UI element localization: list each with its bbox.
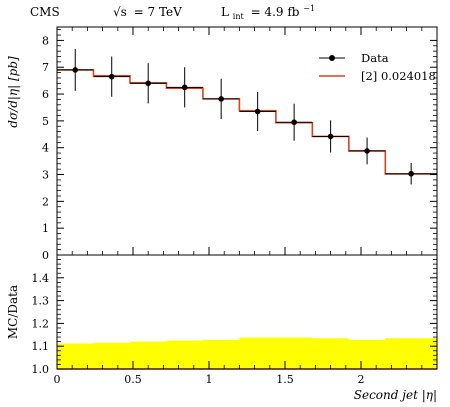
data-point [129,63,167,104]
data-point [93,56,130,97]
x-axis-label: Second jet |η| [354,388,437,402]
ratio-y-tick-label: 1.2 [32,317,50,330]
data-marker [145,80,151,87]
main-y-tick-label: 1 [42,222,49,235]
ratio-uncertainty-band [57,337,437,369]
main-y-tick-label: 5 [42,115,49,128]
legend-data-label: Data [361,51,389,65]
ratio-y-tick-label: 1.1 [32,340,50,353]
data-marker [291,119,297,126]
main-y-tick-label: 6 [42,88,49,101]
ratio-y-axis-label: MC/Data [6,285,20,339]
legend-prediction-label: [2] 0.024018 [361,69,436,83]
data-marker [108,73,115,80]
main-points-layer [57,48,437,185]
data-point [348,137,386,165]
figure-header: CMS √s = 7 TeV L int = 4.9 fb −1 [30,4,315,22]
main-y-tick-label: 7 [42,61,49,74]
ratio-y-tick-label: 1.4 [32,272,50,285]
data-marker [254,108,261,115]
ratio-frame [56,254,438,370]
data-marker [364,148,370,154]
data-point [312,120,349,153]
energy-label: √s = 7 TeV [113,5,182,19]
legend-data-marker [329,55,335,61]
x-tick-label: 1.5 [276,373,294,386]
main-y-tick-label: 8 [42,34,49,47]
data-point [202,78,240,120]
main-axes: 0 1 2 3 4 5 6 7 8 [42,27,438,262]
data-marker [218,96,224,102]
data-point [385,162,437,185]
data-point [57,48,94,91]
data-marker [72,67,79,73]
data-marker [408,170,414,177]
main-y-tick-label: 4 [42,142,49,155]
ratio-band-layer [57,337,437,370]
x-tick-label: 0.5 [124,373,142,386]
x-tick-label: 0 [54,373,61,386]
ratio-panel: 1.0 1.1 1.2 1.3 1.4 0 0.5 1 1.5 2 MC/Data Second … [6,254,438,402]
x-tick-label: 1 [206,373,213,386]
data-marker [181,84,188,91]
luminosity-label: L int = 4.9 fb −1 [221,4,315,22]
main-panel: 0 1 2 3 4 5 6 7 8 dσ/d|η| [pb] Data [2] 0.024018 [6,26,438,262]
legend: Data [2] 0.024018 [319,51,436,83]
main-y-tick-label: 3 [42,169,49,182]
ratio-y-tick-label: 1.0 [32,363,50,376]
main-y-tick-label: 0 [42,249,49,262]
ratio-axes: 1.0 1.1 1.2 1.3 1.4 0 0.5 1 1.5 2 [32,259,438,386]
data-marker [327,133,334,140]
data-point [275,103,313,141]
main-y-axis-label: dσ/d|η| [pb] [6,56,20,128]
x-tick-label: 2 [358,373,365,386]
data-point [239,91,276,132]
data-point [166,67,203,108]
experiment-label: CMS [30,5,60,19]
main-step-layer [57,69,437,175]
ratio-y-tick-label: 1.3 [32,295,50,308]
main-y-tick-label: 2 [42,195,49,208]
prediction-step-line [57,69,437,175]
